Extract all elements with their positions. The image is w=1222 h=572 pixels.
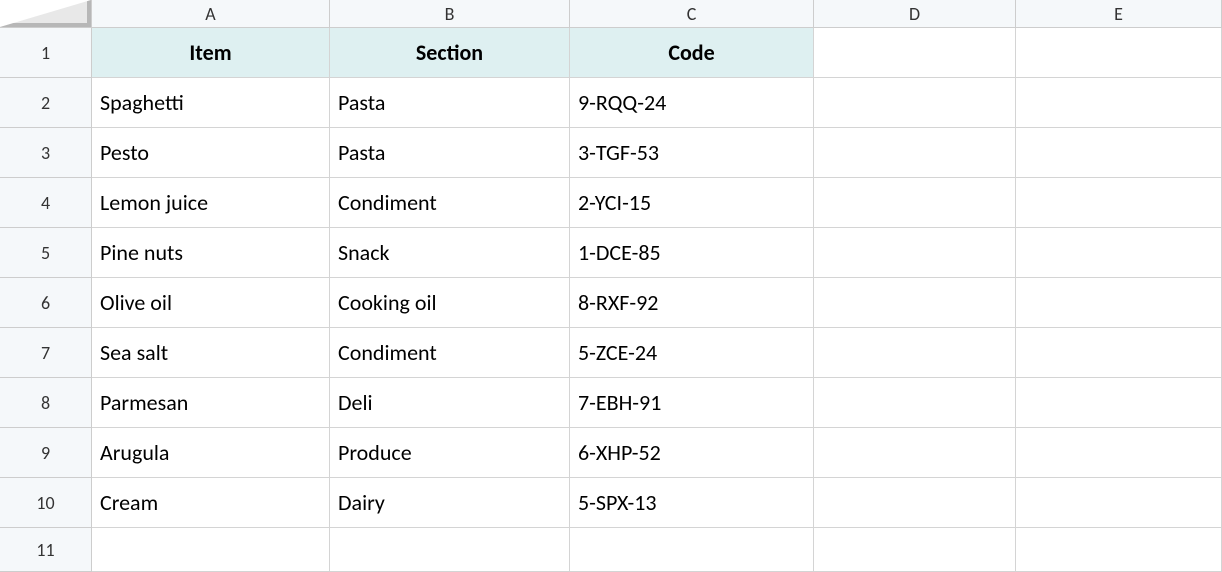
cell-E3[interactable] — [1016, 128, 1222, 178]
cell-C9[interactable]: 6-XHP-52 — [570, 428, 814, 478]
col-header-A[interactable]: A — [92, 0, 330, 28]
row-header-2[interactable]: 2 — [0, 78, 92, 128]
row-header-8[interactable]: 8 — [0, 378, 92, 428]
cell-B6[interactable]: Cooking oil — [330, 278, 570, 328]
select-all-corner[interactable] — [0, 0, 92, 28]
cell-C10[interactable]: 5-SPX-13 — [570, 478, 814, 528]
cell-D11[interactable] — [814, 528, 1016, 572]
cell-D10[interactable] — [814, 478, 1016, 528]
cell-C11[interactable] — [570, 528, 814, 572]
cell-B4[interactable]: Condiment — [330, 178, 570, 228]
cell-A7[interactable]: Sea salt — [92, 328, 330, 378]
cell-A6[interactable]: Olive oil — [92, 278, 330, 328]
cell-C6[interactable]: 8-RXF-92 — [570, 278, 814, 328]
row-header-11[interactable]: 11 — [0, 528, 92, 572]
cell-C8[interactable]: 7-EBH-91 — [570, 378, 814, 428]
cell-E11[interactable] — [1016, 528, 1222, 572]
cell-E4[interactable] — [1016, 178, 1222, 228]
cell-B3[interactable]: Pasta — [330, 128, 570, 178]
cell-C7[interactable]: 5-ZCE-24 — [570, 328, 814, 378]
row-header-3[interactable]: 3 — [0, 128, 92, 178]
cell-D8[interactable] — [814, 378, 1016, 428]
col-header-B[interactable]: B — [330, 0, 570, 28]
cell-C2[interactable]: 9-RQQ-24 — [570, 78, 814, 128]
row-header-1[interactable]: 1 — [0, 28, 92, 78]
row-header-6[interactable]: 6 — [0, 278, 92, 328]
cell-B1[interactable]: Section — [330, 28, 570, 78]
cell-A4[interactable]: Lemon juice — [92, 178, 330, 228]
cell-D7[interactable] — [814, 328, 1016, 378]
cell-B5[interactable]: Snack — [330, 228, 570, 278]
row-header-10[interactable]: 10 — [0, 478, 92, 528]
cell-A1[interactable]: Item — [92, 28, 330, 78]
row-header-9[interactable]: 9 — [0, 428, 92, 478]
cell-B11[interactable] — [330, 528, 570, 572]
cell-E9[interactable] — [1016, 428, 1222, 478]
cell-A10[interactable]: Cream — [92, 478, 330, 528]
cell-D9[interactable] — [814, 428, 1016, 478]
cell-C4[interactable]: 2-YCI-15 — [570, 178, 814, 228]
cell-E6[interactable] — [1016, 278, 1222, 328]
col-header-C[interactable]: C — [570, 0, 814, 28]
row-header-5[interactable]: 5 — [0, 228, 92, 278]
row-header-4[interactable]: 4 — [0, 178, 92, 228]
cell-D3[interactable] — [814, 128, 1016, 178]
cell-A3[interactable]: Pesto — [92, 128, 330, 178]
cell-D5[interactable] — [814, 228, 1016, 278]
cell-D6[interactable] — [814, 278, 1016, 328]
cell-E8[interactable] — [1016, 378, 1222, 428]
cell-A5[interactable]: Pine nuts — [92, 228, 330, 278]
cell-A9[interactable]: Arugula — [92, 428, 330, 478]
cell-C1[interactable]: Code — [570, 28, 814, 78]
cell-E5[interactable] — [1016, 228, 1222, 278]
cell-B8[interactable]: Deli — [330, 378, 570, 428]
cell-D4[interactable] — [814, 178, 1016, 228]
row-header-7[interactable]: 7 — [0, 328, 92, 378]
cell-C3[interactable]: 3-TGF-53 — [570, 128, 814, 178]
cell-B10[interactable]: Dairy — [330, 478, 570, 528]
cell-E7[interactable] — [1016, 328, 1222, 378]
spreadsheet-grid: A B C D E 1 2 3 4 5 6 7 8 9 10 11 Item S… — [0, 0, 1222, 572]
cell-A8[interactable]: Parmesan — [92, 378, 330, 428]
cell-E10[interactable] — [1016, 478, 1222, 528]
cell-B7[interactable]: Condiment — [330, 328, 570, 378]
cell-B9[interactable]: Produce — [330, 428, 570, 478]
col-header-D[interactable]: D — [814, 0, 1016, 28]
cell-E1[interactable] — [1016, 28, 1222, 78]
cell-A2[interactable]: Spaghetti — [92, 78, 330, 128]
cell-B2[interactable]: Pasta — [330, 78, 570, 128]
cell-C5[interactable]: 1-DCE-85 — [570, 228, 814, 278]
col-header-E[interactable]: E — [1016, 0, 1222, 28]
cell-D2[interactable] — [814, 78, 1016, 128]
cell-D1[interactable] — [814, 28, 1016, 78]
cell-E2[interactable] — [1016, 78, 1222, 128]
cell-A11[interactable] — [92, 528, 330, 572]
